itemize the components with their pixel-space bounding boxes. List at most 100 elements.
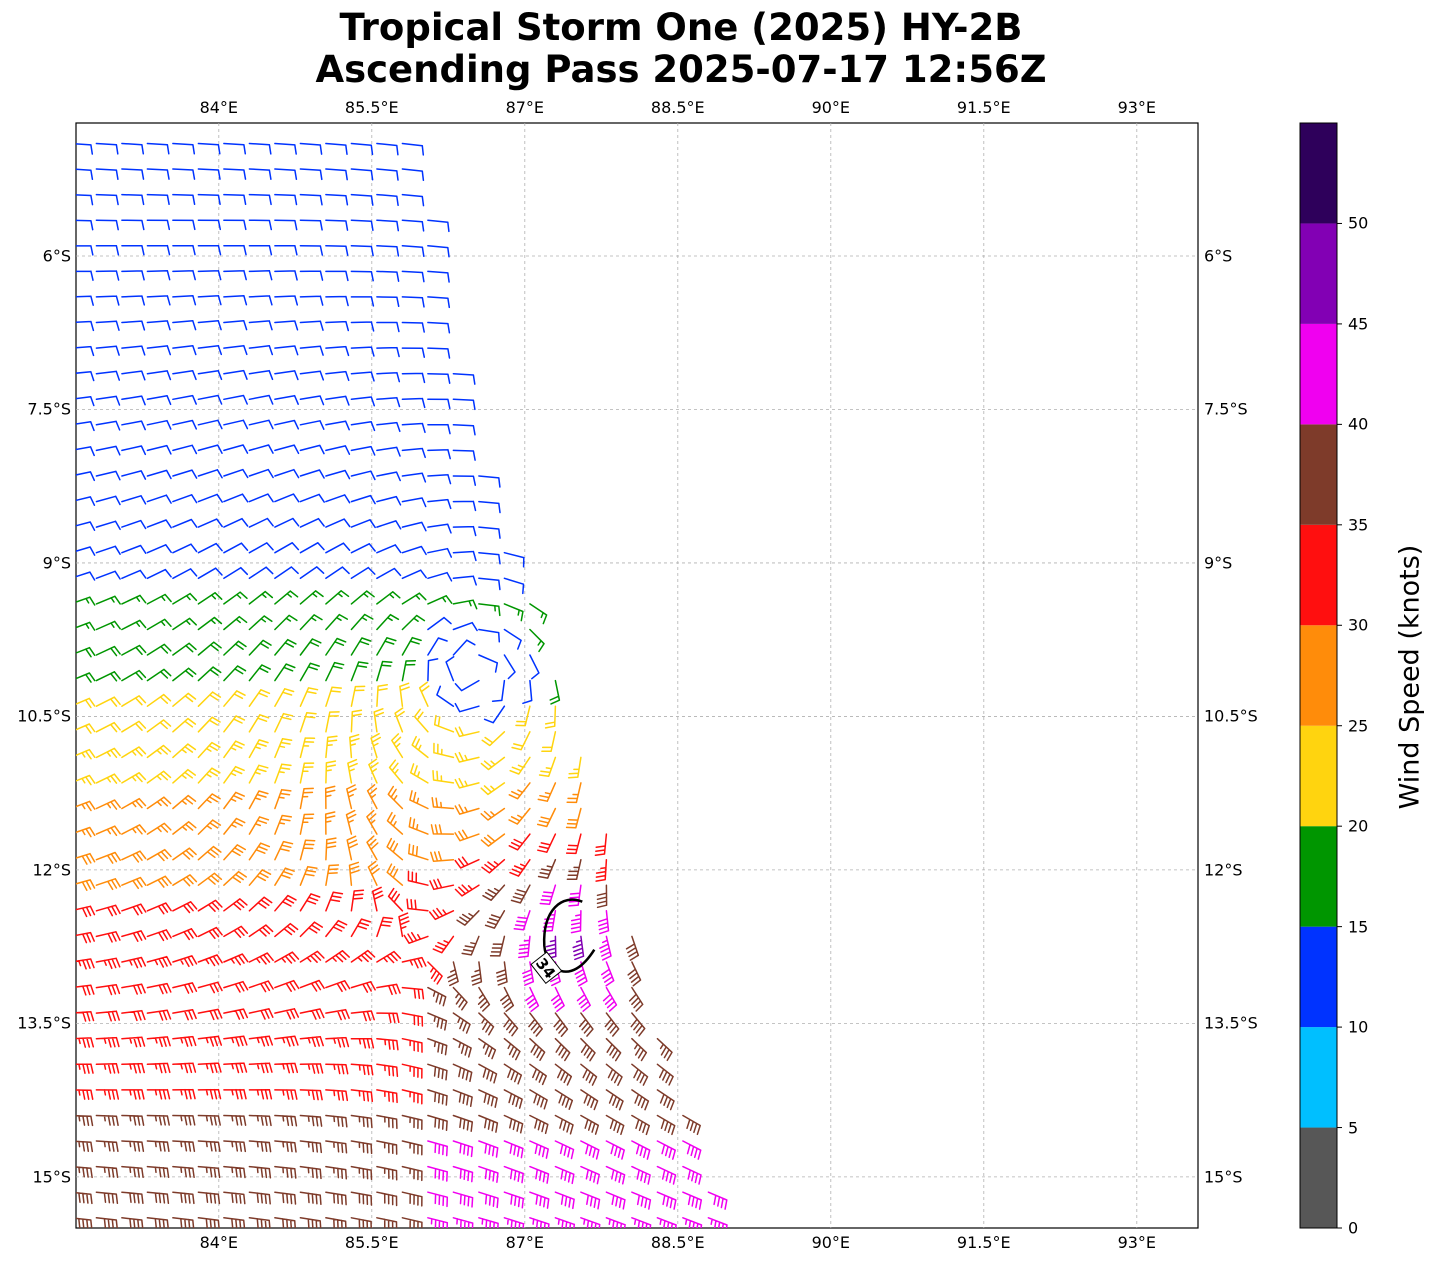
wind-barb — [478, 628, 501, 643]
wind-barb — [401, 636, 422, 656]
wind-barb — [452, 1191, 474, 1208]
wind-barb — [565, 807, 582, 829]
wind-barb — [427, 347, 451, 359]
wind-barb — [146, 444, 172, 455]
wind-barb — [172, 1140, 196, 1152]
wind-barb — [542, 910, 557, 932]
wind-barb — [274, 614, 298, 631]
wind-barb — [325, 1191, 347, 1206]
wind-barb — [447, 961, 459, 987]
wind-barb — [146, 744, 172, 759]
wind-barb — [456, 910, 480, 926]
wind-barb — [350, 1089, 374, 1103]
wind-barb — [325, 711, 340, 733]
wind-barb — [325, 980, 351, 993]
wind-barb — [76, 646, 96, 658]
wind-barb — [427, 986, 447, 1007]
wind-barb — [554, 1037, 571, 1062]
wind-barb — [503, 577, 525, 595]
wind-barb — [631, 1140, 651, 1160]
wind-barb — [121, 519, 147, 530]
wind-barb — [95, 773, 121, 784]
lat-tick-label-right: 6°S — [1204, 246, 1233, 266]
wind-barb — [172, 955, 198, 968]
wind-barb — [325, 566, 350, 580]
lon-tick-label-bottom: 90°E — [811, 1233, 851, 1252]
colorbar-bin — [1300, 926, 1337, 1028]
wind-barb — [541, 731, 557, 753]
wind-barb — [197, 716, 221, 733]
wind-barb — [223, 295, 248, 306]
wind-barb — [146, 544, 172, 554]
wind-barb — [223, 740, 245, 759]
wind-barb — [656, 1089, 675, 1111]
wind-barb — [172, 444, 198, 455]
wind-barb — [325, 193, 349, 206]
wind-barb — [376, 1165, 398, 1181]
wind-barb — [248, 468, 274, 479]
wind-barb — [503, 603, 524, 622]
wind-barb — [500, 986, 515, 1013]
wind-barb — [373, 708, 385, 733]
lon-tick-label-bottom: 84°E — [199, 1233, 239, 1252]
wind-barb — [605, 1063, 623, 1086]
wind-barb — [223, 566, 249, 580]
wind-barb — [452, 372, 476, 385]
wind-barb — [401, 1217, 423, 1228]
colorbar-frame — [1299, 122, 1338, 1229]
wind-barb — [274, 712, 294, 733]
wind-barb — [431, 797, 455, 810]
wind-barb — [76, 774, 96, 786]
wind-barb — [346, 835, 359, 861]
wind-barb — [172, 743, 197, 759]
wind-barb — [121, 295, 146, 306]
wind-barb — [391, 733, 404, 759]
wind-barb — [299, 950, 325, 963]
wind-barb — [274, 738, 293, 759]
wind-barb — [197, 666, 222, 682]
wind-barb — [76, 723, 96, 734]
wind-barb — [427, 372, 451, 384]
wind-barb — [274, 168, 298, 181]
wind-barb — [376, 168, 399, 181]
wind-barb — [478, 1089, 498, 1108]
wind-barb — [325, 370, 350, 382]
wind-barb — [172, 543, 198, 554]
wind-barb — [350, 193, 374, 206]
wind-barb — [172, 269, 196, 281]
wind-barb — [605, 1140, 625, 1160]
wind-barb — [146, 568, 172, 580]
wind-barb — [299, 1191, 322, 1206]
wind-barb — [605, 1191, 626, 1210]
wind-barb — [95, 671, 121, 682]
wind-barb — [454, 884, 480, 897]
wind-barb — [452, 986, 468, 1011]
wind-barb — [376, 296, 400, 308]
lat-tick-label-right: 10.5°S — [1204, 706, 1258, 726]
wind-barb — [172, 847, 197, 861]
wind-barb — [350, 470, 376, 481]
wind-barb — [248, 1114, 272, 1127]
wind-barb — [481, 858, 506, 874]
wind-barb — [631, 1191, 652, 1210]
wind-barb — [401, 1165, 423, 1182]
wind-barb — [299, 1036, 324, 1048]
wind-barb — [121, 930, 147, 942]
wind-barb — [376, 567, 402, 580]
wind-barb — [503, 1217, 525, 1228]
wind-barb — [325, 320, 350, 332]
wind-barb — [399, 682, 410, 707]
wind-barb — [452, 1012, 471, 1034]
colorbar-bin — [1300, 625, 1337, 726]
wind-barb — [146, 593, 172, 605]
wind-barb — [172, 1114, 196, 1126]
wind-barb — [274, 1140, 297, 1153]
wind-barb — [248, 842, 271, 861]
lat-tick-label-left: 9°S — [42, 553, 71, 573]
wind-barb — [580, 1063, 598, 1086]
wind-barb — [121, 850, 147, 863]
wind-barb — [401, 245, 425, 258]
wind-barb — [248, 869, 272, 886]
colorbar-tick-label: 15 — [1348, 917, 1369, 937]
wind-barb — [346, 784, 357, 810]
